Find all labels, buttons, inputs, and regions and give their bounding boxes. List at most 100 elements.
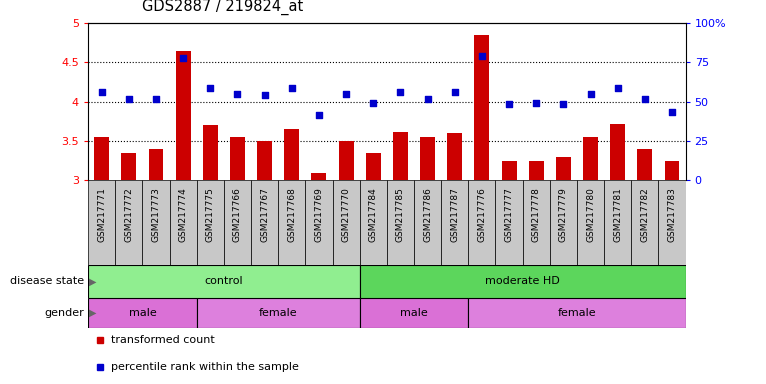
Text: GSM217771: GSM217771: [97, 187, 106, 242]
Text: disease state: disease state: [10, 276, 84, 286]
Bar: [447, 133, 462, 180]
Text: female: female: [558, 308, 596, 318]
Bar: [175, 51, 191, 180]
Bar: [556, 157, 571, 180]
Text: GSM217786: GSM217786: [423, 187, 432, 242]
Bar: [637, 149, 653, 180]
Bar: [611, 124, 625, 180]
Bar: [197, 298, 360, 328]
Text: GSM217770: GSM217770: [342, 187, 351, 242]
Point: [367, 99, 379, 106]
Point: [286, 85, 298, 91]
Point: [530, 100, 542, 106]
Bar: [665, 161, 679, 180]
Text: male: male: [400, 308, 428, 318]
Bar: [169, 180, 197, 265]
Point: [584, 91, 597, 97]
Point: [421, 96, 434, 103]
Bar: [278, 180, 306, 265]
Text: female: female: [259, 308, 297, 318]
Bar: [583, 137, 598, 180]
Bar: [332, 180, 360, 265]
Text: GSM217787: GSM217787: [450, 187, 460, 242]
Text: transformed count: transformed count: [111, 335, 214, 345]
Text: GSM217777: GSM217777: [505, 187, 513, 242]
Bar: [149, 149, 163, 180]
Text: percentile rank within the sample: percentile rank within the sample: [111, 362, 299, 372]
Point: [503, 101, 516, 107]
Bar: [339, 141, 354, 180]
Bar: [360, 265, 686, 298]
Bar: [284, 129, 300, 180]
Bar: [577, 180, 604, 265]
Text: ▶: ▶: [89, 308, 97, 318]
Point: [231, 91, 244, 97]
Bar: [468, 298, 686, 328]
Bar: [474, 35, 489, 180]
Text: GSM217780: GSM217780: [586, 187, 595, 242]
Point: [557, 101, 569, 107]
Bar: [468, 180, 496, 265]
Bar: [420, 137, 435, 180]
Point: [205, 84, 217, 91]
Text: GSM217784: GSM217784: [368, 187, 378, 242]
Text: GSM217783: GSM217783: [667, 187, 676, 242]
Text: GSM217776: GSM217776: [477, 187, 486, 242]
Bar: [224, 180, 251, 265]
Point: [177, 55, 189, 61]
Text: GSM217766: GSM217766: [233, 187, 242, 242]
Bar: [88, 180, 115, 265]
Bar: [115, 180, 142, 265]
Point: [340, 91, 352, 97]
Bar: [604, 180, 631, 265]
Point: [96, 88, 108, 94]
Text: GSM217772: GSM217772: [124, 187, 133, 242]
Point: [123, 96, 135, 103]
Point: [150, 96, 162, 102]
Point: [258, 93, 270, 99]
Text: GSM217767: GSM217767: [260, 187, 269, 242]
Point: [639, 96, 651, 103]
Text: GSM217779: GSM217779: [559, 187, 568, 242]
Bar: [142, 180, 169, 265]
Text: GSM217768: GSM217768: [287, 187, 296, 242]
Bar: [312, 173, 326, 180]
Bar: [88, 265, 360, 298]
Bar: [522, 180, 550, 265]
Bar: [257, 141, 272, 180]
Bar: [502, 161, 516, 180]
Bar: [251, 180, 278, 265]
Bar: [94, 137, 109, 180]
Text: gender: gender: [44, 308, 84, 318]
Bar: [306, 180, 332, 265]
Bar: [88, 298, 197, 328]
Bar: [230, 137, 245, 180]
Text: male: male: [129, 308, 156, 318]
Text: GSM217769: GSM217769: [314, 187, 323, 242]
Text: GDS2887 / 219824_at: GDS2887 / 219824_at: [142, 0, 303, 15]
Text: GSM217774: GSM217774: [178, 187, 188, 242]
Bar: [631, 180, 659, 265]
Bar: [360, 180, 387, 265]
Bar: [387, 180, 414, 265]
Text: GSM217775: GSM217775: [206, 187, 214, 242]
Bar: [414, 180, 441, 265]
Point: [394, 89, 407, 95]
Bar: [203, 125, 218, 180]
Bar: [496, 180, 522, 265]
Bar: [393, 132, 408, 180]
Bar: [360, 298, 468, 328]
Point: [449, 88, 461, 94]
Text: GSM217781: GSM217781: [613, 187, 622, 242]
Point: [611, 84, 624, 91]
Point: [476, 53, 488, 59]
Text: GSM217773: GSM217773: [152, 187, 161, 242]
Point: [313, 112, 325, 118]
Text: ▶: ▶: [89, 276, 97, 286]
Text: GSM217778: GSM217778: [532, 187, 541, 242]
Bar: [441, 180, 468, 265]
Text: GSM217782: GSM217782: [640, 187, 650, 242]
Bar: [529, 161, 544, 180]
Text: GSM217785: GSM217785: [396, 187, 405, 242]
Bar: [197, 180, 224, 265]
